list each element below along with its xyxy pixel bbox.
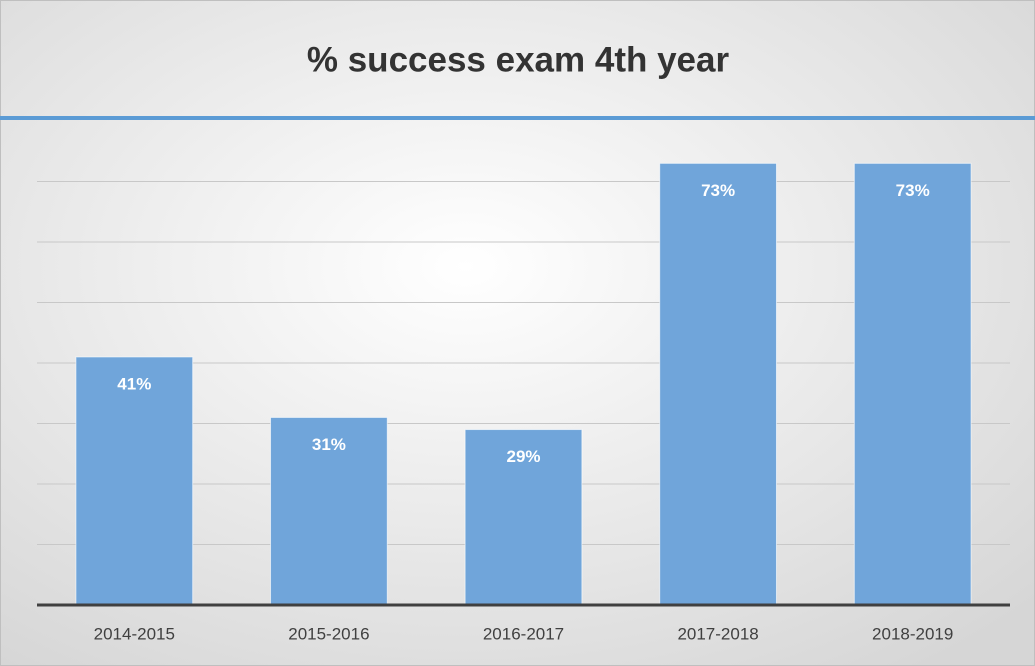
bar <box>75 356 194 606</box>
bar <box>464 429 583 606</box>
x-tick-label: 2018-2019 <box>872 624 953 643</box>
x-tick-label: 2016-2017 <box>483 624 564 643</box>
bar <box>270 416 388 606</box>
chart-title: % success exam 4th year <box>307 40 730 79</box>
title-separator <box>0 116 1035 120</box>
data-label: 73% <box>896 181 930 200</box>
data-label: 41% <box>117 374 151 393</box>
data-label: 73% <box>701 181 735 200</box>
data-label: 29% <box>506 447 540 466</box>
x-tick-label: 2015-2016 <box>288 624 369 643</box>
data-label: 31% <box>312 435 346 454</box>
bar <box>853 162 972 606</box>
x-tick-label: 2017-2018 <box>677 624 758 643</box>
x-tick-label: 2014-2015 <box>94 624 175 643</box>
bar <box>659 162 777 606</box>
